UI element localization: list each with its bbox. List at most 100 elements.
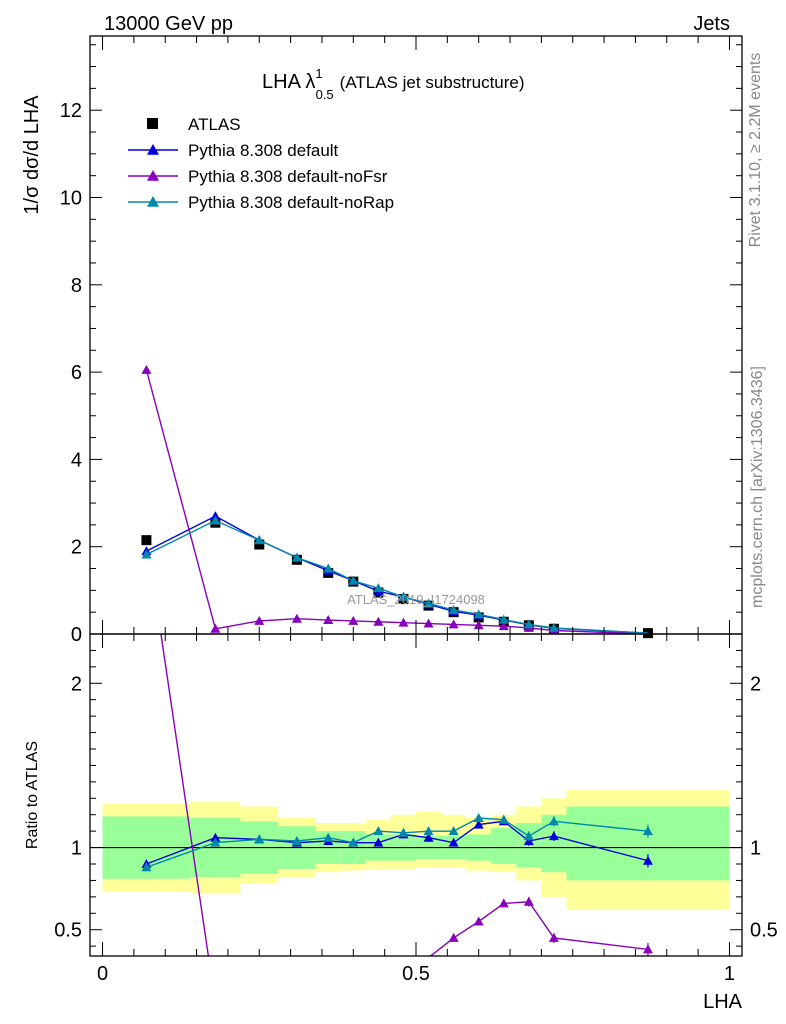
- series-2-point-11: [498, 621, 509, 631]
- ratio-series-3-point-8: [423, 826, 434, 836]
- series-3-point-5: [348, 575, 359, 585]
- ratio-series-3-point-4: [323, 832, 334, 842]
- ratio-series-3-point-3: [291, 836, 302, 845]
- ratio-series-3-point-7: [398, 827, 409, 837]
- ratio-series-3-point-5: [348, 837, 359, 847]
- legend-item: ATLAS: [147, 115, 241, 134]
- ratio-series-3-point-1: [210, 837, 221, 847]
- legend-label: ATLAS: [188, 115, 241, 134]
- series-3-line: [146, 519, 649, 634]
- series-3-point-4: [323, 563, 334, 573]
- inner-band-11: [491, 827, 517, 864]
- series-3-point-1: [210, 515, 221, 525]
- ratio-series-1-point-10: [473, 819, 484, 829]
- ratio-series-1-point-6: [373, 837, 384, 847]
- ratio-ytick-label-left: 2: [71, 673, 82, 695]
- inner-band-14: [566, 806, 730, 881]
- x-tick-label: 0.5: [402, 963, 430, 985]
- series-3-point-6: [373, 583, 384, 593]
- series-3-point-0: [141, 549, 152, 559]
- atlas-point-0: [141, 535, 152, 546]
- ratio-ytick-label-left: 1: [71, 838, 82, 860]
- title-main: LHA λ: [262, 71, 315, 93]
- ratio-series-3-point-12: [523, 831, 534, 841]
- ratio-uncertainty-bands: [90, 790, 742, 910]
- x-tick-label: 0: [97, 963, 108, 985]
- series-2-point-7: [398, 617, 409, 627]
- main-ytick-label: 12: [60, 100, 82, 122]
- title-sup: 1: [315, 66, 322, 81]
- ratio-series-3-point-14: [642, 826, 653, 836]
- main-plot-series: [141, 364, 653, 639]
- ratio-series-2-point-13: [548, 932, 559, 942]
- ratio-plot-series: [141, 634, 653, 956]
- ratio-series-3-point-10: [473, 813, 484, 822]
- legend-marker: [147, 196, 159, 207]
- series-2-point-3: [291, 613, 302, 623]
- series-3-point-9: [448, 604, 459, 614]
- main-ytick-label: 6: [71, 362, 82, 384]
- legend-marker: [147, 170, 159, 181]
- series-2-point-1: [210, 623, 221, 633]
- series-2-point-6: [373, 616, 384, 626]
- series-3-point-2: [254, 535, 265, 545]
- x-tick-label: 1: [724, 963, 735, 985]
- legend-label: Pythia 8.308 default: [188, 141, 339, 160]
- main-ytick-label: 2: [71, 537, 82, 559]
- series-3-point-13: [548, 622, 559, 632]
- legend-marker: [147, 144, 159, 155]
- ratio-ytick-label-left: 0.5: [54, 920, 82, 942]
- mcplots-label: mcplots.cern.ch [arXiv:1306.3436]: [749, 366, 766, 608]
- title-suffix: (ATLAS jet substructure): [340, 73, 525, 92]
- series-3-point-3: [291, 552, 302, 562]
- series-3-point-11: [498, 614, 509, 624]
- legend: ATLAS Pythia 8.308 default Pythia 8.308 de…: [128, 115, 394, 212]
- ratio-series-2-point-10: [473, 916, 484, 926]
- main-ytick-label: 4: [71, 449, 82, 471]
- main-ytick-label: 8: [71, 275, 82, 297]
- series-2-point-0: [141, 364, 152, 374]
- ratio-ytick-label-right: 1: [750, 838, 761, 860]
- series-2-point-5: [348, 615, 359, 625]
- series-2-point-2: [254, 615, 265, 625]
- series-2-point-9: [448, 619, 459, 629]
- x-axis-label: LHA: [703, 991, 743, 1013]
- title-sub: 0.5: [316, 87, 334, 102]
- ratio-series-2-point-14: [642, 944, 653, 954]
- ratio-series-2-point-12: [523, 896, 534, 906]
- series-3-point-8: [423, 598, 434, 608]
- rivet-label: Rivet 3.1.10, ≥ 2.2M events: [747, 53, 764, 248]
- legend-item: Pythia 8.308 default: [128, 141, 339, 160]
- legend-item: Pythia 8.308 default-noRap: [128, 193, 394, 212]
- ratio-series-1-point-8: [423, 832, 434, 842]
- series-2-point-8: [423, 618, 434, 628]
- series-2-point-10: [473, 620, 484, 630]
- series-3-point-12: [523, 619, 534, 629]
- header-right: Jets: [693, 13, 730, 35]
- ratio-series-2-point-11: [498, 898, 509, 908]
- main-ytick-label: 10: [60, 188, 82, 210]
- svg-text:LHA λ10.5(ATLAS jet substructu: LHA λ1 0.5 (ATLAS jet substructure): [262, 66, 525, 102]
- ratio-ylabel: Ratio to ATLAS: [24, 741, 41, 849]
- ratio-series-1-point-13: [548, 831, 559, 841]
- series-2-point-4: [323, 615, 334, 625]
- watermark: ATLAS_2019_I1724098: [347, 592, 485, 607]
- header-left: 13000 GeV pp: [104, 13, 233, 35]
- ratio-series-3-point-13: [548, 816, 559, 826]
- ratio-series-3-point-11: [498, 814, 509, 824]
- ratio-series-2-line: [160, 634, 649, 956]
- ratio-series-3-point-6: [373, 826, 384, 836]
- ratio-series-3-point-2: [254, 834, 265, 844]
- legend-marker: [147, 118, 158, 129]
- series-3-point-7: [398, 591, 409, 601]
- ratio-series-3-point-0: [141, 862, 152, 872]
- main-title: LHA λ1 0.5 (ATLAS jet substructure): [262, 66, 525, 102]
- legend-item: Pythia 8.308 default-noFsr: [128, 167, 388, 186]
- ratio-ytick-label-right: 2: [750, 673, 761, 695]
- legend-label: Pythia 8.308 default-noFsr: [188, 167, 388, 186]
- main-ylabel: 1/σ dσ/d LHA: [21, 95, 43, 215]
- ratio-ytick-label-right: 0.5: [750, 920, 778, 942]
- ratio-series-1-point-9: [448, 837, 459, 847]
